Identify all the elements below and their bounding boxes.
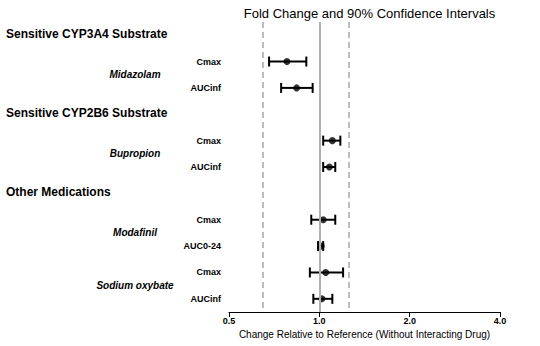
- svg-text:AUCinf: AUCinf: [191, 162, 222, 172]
- svg-text:0.5: 0.5: [223, 316, 236, 326]
- svg-text:AUCinf: AUCinf: [191, 294, 222, 304]
- svg-text:4.0: 4.0: [494, 316, 507, 326]
- svg-text:Sodium oxybate: Sodium oxybate: [96, 280, 174, 291]
- svg-text:AUCinf: AUCinf: [191, 83, 222, 93]
- svg-text:Change Relative to Reference (: Change Relative to Reference (Without In…: [239, 329, 490, 340]
- svg-text:Bupropion: Bupropion: [110, 148, 161, 159]
- svg-text:Sensitive CYP3A4 Substrate: Sensitive CYP3A4 Substrate: [6, 27, 168, 41]
- svg-text:Fold Change and 90% Confidence: Fold Change and 90% Confidence Intervals: [244, 6, 496, 21]
- svg-text:Cmax: Cmax: [196, 267, 221, 277]
- svg-text:Modafinil: Modafinil: [113, 227, 157, 238]
- svg-text:1.0: 1.0: [313, 316, 326, 326]
- svg-text:Cmax: Cmax: [196, 57, 221, 67]
- svg-text:AUC0-24: AUC0-24: [183, 241, 221, 251]
- svg-text:Other Medications: Other Medications: [6, 185, 111, 199]
- svg-text:Midazolam: Midazolam: [109, 69, 160, 80]
- svg-text:Cmax: Cmax: [196, 215, 221, 225]
- svg-text:2.0: 2.0: [403, 316, 416, 326]
- svg-text:Cmax: Cmax: [196, 136, 221, 146]
- svg-text:Sensitive CYP2B6 Substrate: Sensitive CYP2B6 Substrate: [6, 106, 168, 120]
